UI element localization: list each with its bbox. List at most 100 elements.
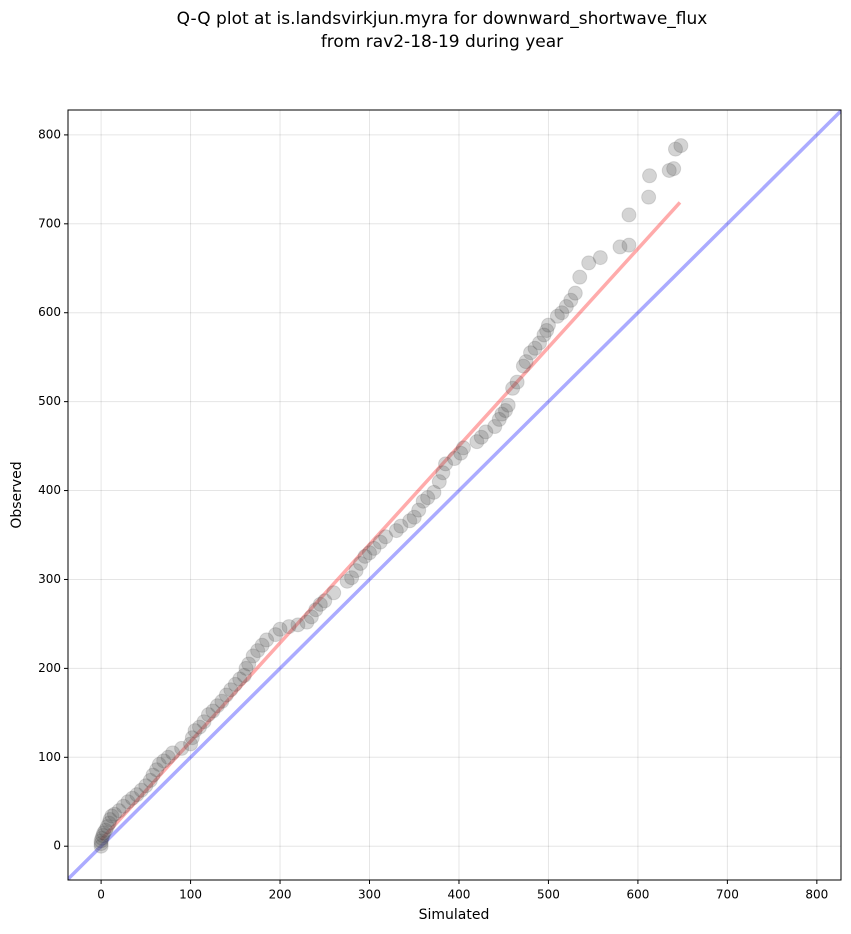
point	[558, 299, 574, 315]
point	[357, 548, 373, 564]
point	[372, 534, 388, 550]
point	[93, 836, 109, 852]
x-tick-label: 0	[97, 888, 105, 902]
x-tick-label: 100	[179, 888, 202, 902]
point	[93, 838, 109, 854]
point	[145, 767, 161, 783]
point	[406, 509, 422, 525]
point	[102, 812, 118, 828]
y-tick-label: 100	[38, 750, 61, 764]
point	[223, 682, 239, 698]
point	[101, 815, 117, 831]
point	[192, 719, 208, 735]
point	[563, 292, 579, 308]
point	[473, 429, 489, 445]
point	[500, 397, 516, 413]
point	[227, 676, 243, 692]
point	[612, 239, 628, 255]
point	[581, 255, 597, 271]
point	[98, 822, 114, 838]
point	[487, 419, 503, 435]
x-tick-label: 400	[448, 888, 471, 902]
point	[241, 656, 257, 672]
point	[254, 637, 270, 653]
point	[497, 403, 513, 419]
y-axis-label: Observed	[9, 461, 25, 528]
point	[205, 703, 221, 719]
point	[469, 434, 485, 450]
point	[250, 643, 266, 659]
point	[303, 609, 319, 625]
point	[107, 806, 123, 822]
point	[290, 617, 306, 633]
point	[362, 545, 378, 561]
point	[378, 529, 394, 545]
x-tick-label: 500	[537, 888, 560, 902]
point	[317, 593, 333, 609]
point	[268, 627, 284, 643]
point	[160, 749, 176, 765]
point	[312, 596, 328, 612]
point	[426, 484, 442, 500]
axes-frame	[67, 109, 842, 881]
y-tick-label: 400	[38, 483, 61, 497]
y-tick-label: 500	[38, 394, 61, 408]
chart-title: Q-Q plot at is.landsvirkjun.myra for dow…	[177, 9, 708, 29]
point	[183, 736, 199, 752]
point	[209, 698, 225, 714]
point	[536, 327, 552, 343]
point	[509, 374, 525, 390]
point	[151, 756, 167, 772]
reference-line	[99, 201, 682, 842]
point	[621, 207, 637, 223]
point	[567, 285, 583, 301]
grid	[68, 110, 841, 880]
point	[95, 828, 111, 844]
point	[238, 660, 254, 676]
point	[549, 308, 565, 324]
y-tick-label: 200	[38, 661, 61, 675]
point	[214, 693, 230, 709]
chart-title: from rav2-18-19 during year	[321, 32, 563, 52]
point	[420, 490, 436, 506]
point	[642, 168, 658, 184]
point	[142, 772, 158, 788]
point	[540, 317, 556, 333]
x-tick-label: 200	[269, 888, 292, 902]
point	[435, 465, 451, 481]
point	[326, 585, 342, 601]
point	[344, 570, 360, 586]
point	[348, 563, 364, 579]
point	[353, 555, 369, 571]
point	[491, 411, 507, 427]
point	[232, 671, 248, 687]
point	[259, 632, 275, 648]
point	[393, 518, 409, 534]
point	[667, 141, 683, 157]
point	[531, 335, 547, 351]
point	[438, 456, 454, 472]
point	[673, 138, 689, 154]
point	[184, 730, 200, 746]
point	[572, 269, 588, 285]
point	[165, 745, 181, 761]
x-tick-label: 300	[358, 888, 381, 902]
point	[174, 740, 190, 756]
point	[138, 778, 154, 794]
point	[96, 825, 112, 841]
x-tick-label: 800	[805, 888, 828, 902]
point	[518, 354, 534, 370]
point	[478, 424, 494, 440]
point	[388, 523, 404, 539]
point	[200, 707, 216, 723]
point	[149, 762, 165, 778]
y-tick-label: 0	[53, 839, 61, 853]
ticks: 0 100 200 300 400 500 600 700 800 0 100 200 300 400 50…	[38, 127, 828, 901]
point	[505, 380, 521, 396]
point	[124, 790, 140, 806]
point	[133, 782, 149, 798]
point	[431, 474, 447, 490]
point	[402, 513, 418, 529]
point	[104, 808, 120, 824]
